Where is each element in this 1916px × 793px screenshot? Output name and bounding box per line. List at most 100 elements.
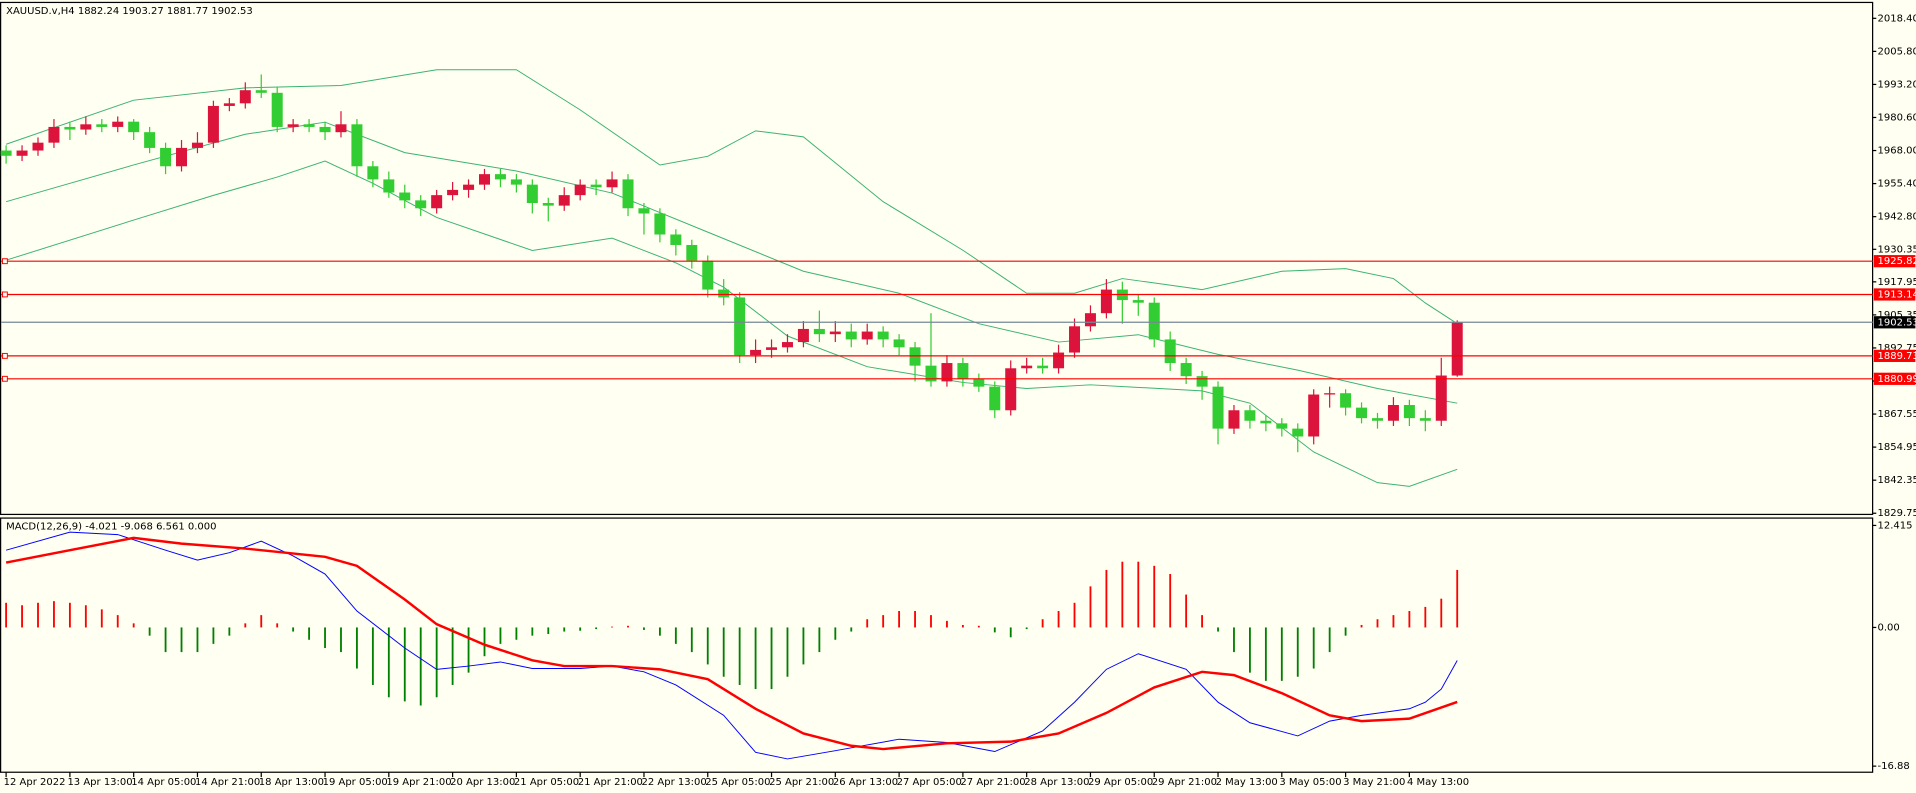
candle-body: [1324, 393, 1336, 395]
histogram-bar: [706, 627, 709, 665]
candle-body: [845, 331, 857, 340]
candle-body: [1069, 326, 1081, 353]
histogram-bar: [993, 627, 996, 633]
x-tick-label: 3 May 05:00: [1279, 777, 1341, 788]
candle-body: [303, 124, 315, 127]
candle-body: [861, 331, 873, 340]
histogram-bar: [1089, 586, 1092, 628]
histogram-bar: [1440, 598, 1443, 628]
candle-body: [176, 147, 188, 167]
histogram-bar: [132, 623, 135, 628]
histogram-bar: [595, 627, 598, 630]
candle-body: [431, 195, 443, 209]
x-tick-label: 21 Apr 05:00: [514, 777, 579, 788]
histogram-bar: [850, 627, 853, 632]
candle-body: [319, 126, 331, 133]
candle-body: [16, 150, 28, 156]
candle-body: [0, 150, 12, 156]
x-tick-label: 29 Apr 05:00: [1088, 777, 1153, 788]
histogram-bar: [84, 605, 87, 628]
candle-body: [718, 289, 730, 298]
histogram-bar: [818, 627, 821, 653]
x-tick-label: 25 Apr 21:00: [769, 777, 834, 788]
candle-body: [638, 208, 650, 214]
x-tick-label: 19 Apr 21:00: [386, 777, 451, 788]
candle-body: [96, 124, 108, 127]
candle-body: [223, 103, 235, 106]
histogram-bar: [228, 627, 231, 636]
y-tick-label: 1917.95: [1878, 277, 1916, 288]
candle-body: [941, 363, 953, 382]
candle-body: [144, 132, 156, 148]
x-tick-label: 19 Apr 05:00: [323, 777, 388, 788]
candle-body: [925, 365, 937, 382]
y-tick-label: 1955.40: [1878, 179, 1916, 190]
histogram-bar: [68, 602, 71, 628]
histogram-bar: [37, 602, 39, 628]
candle-body: [399, 192, 411, 201]
histogram-bar: [1392, 615, 1395, 628]
candle-body: [191, 142, 203, 148]
histogram-bar: [483, 627, 486, 657]
histogram-bar: [1121, 561, 1124, 628]
histogram-bar: [579, 627, 582, 631]
x-tick-label: 21 Apr 21:00: [578, 777, 643, 788]
candle-body: [367, 166, 379, 180]
histogram-bar: [866, 619, 869, 628]
histogram-bar: [164, 627, 167, 653]
histogram-bar: [643, 627, 645, 630]
candle-body: [558, 195, 570, 206]
histogram-bar: [419, 627, 422, 706]
bollinger-band: [5, 69, 1458, 325]
histogram-bar: [324, 627, 326, 648]
histogram-bar: [1312, 627, 1315, 669]
candle-body: [1419, 418, 1431, 421]
level-label-bg: [1873, 288, 1916, 301]
x-tick-label: 2 May 13:00: [1216, 777, 1278, 788]
x-tick-label: 14 Apr 21:00: [195, 777, 260, 788]
candle-body: [877, 331, 889, 340]
level-label-bg: [1873, 349, 1916, 362]
histogram-bar: [340, 627, 342, 653]
histogram-bar: [1456, 569, 1459, 628]
candle-body: [622, 179, 634, 209]
candle-body: [1403, 405, 1415, 419]
level-label: 1889.73: [1878, 351, 1916, 362]
level-marker: [1, 375, 8, 382]
candle-body: [1371, 418, 1383, 421]
histogram-bar: [515, 627, 518, 640]
histogram-bar: [754, 627, 757, 690]
candle-body: [542, 203, 554, 206]
histogram-bar: [5, 602, 8, 628]
histogram-bar: [946, 620, 948, 628]
histogram-bar: [260, 615, 263, 628]
candle-body: [734, 297, 746, 356]
candle-body: [1340, 393, 1352, 408]
candle-body: [1276, 423, 1288, 429]
candle-body: [1356, 407, 1368, 419]
histogram-bar: [722, 627, 725, 677]
candle-body: [574, 184, 586, 196]
histogram-bar: [690, 627, 693, 653]
histogram-bar: [898, 611, 901, 628]
level-label-bg: [1873, 372, 1916, 385]
histogram-bar: [882, 615, 885, 628]
candle-body: [813, 328, 825, 335]
x-tick-label: 26 Apr 13:00: [833, 777, 898, 788]
y-tick-label: 1867.55: [1878, 409, 1916, 420]
candle-body: [654, 213, 666, 235]
candle-body: [750, 349, 762, 356]
candle-body: [335, 124, 347, 133]
histogram-bar: [100, 609, 103, 628]
candle-body: [829, 331, 841, 335]
histogram-bar: [738, 627, 741, 685]
candle-body: [606, 179, 618, 188]
candle-body: [1148, 302, 1160, 340]
y-tick-label: 1980.60: [1878, 112, 1916, 123]
candle-body: [447, 189, 459, 196]
candle-body: [670, 234, 682, 245]
candle-body: [957, 363, 969, 379]
candle-body: [1387, 405, 1399, 421]
candle-body: [1260, 420, 1272, 424]
level-label-bg: [1873, 255, 1916, 268]
